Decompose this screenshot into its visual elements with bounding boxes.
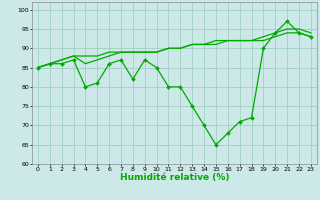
X-axis label: Humidité relative (%): Humidité relative (%) <box>120 173 229 182</box>
